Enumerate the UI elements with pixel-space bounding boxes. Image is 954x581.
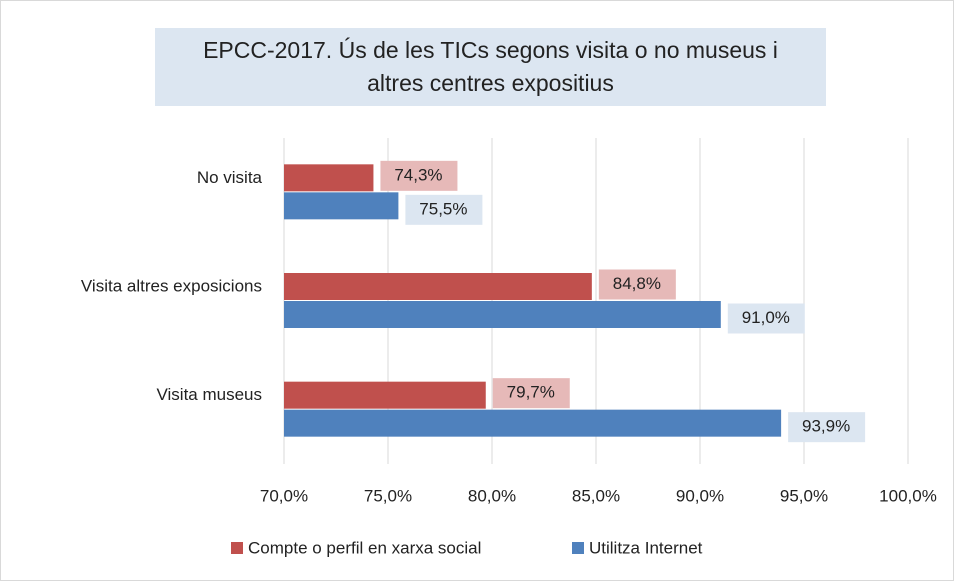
data-label: 93,9% [802,417,850,436]
bar [284,409,782,437]
legend-swatch [231,542,243,554]
data-label: 75,5% [419,199,467,218]
data-label-bg [788,412,866,443]
x-tick-label: 85,0% [572,486,620,505]
data-label: 79,7% [507,383,555,402]
legend-swatch [572,542,584,554]
x-tick-label: 80,0% [468,486,516,505]
x-tick-label: 95,0% [780,486,828,505]
legend-label: Compte o perfil en xarxa social [248,538,481,557]
data-label-bg [598,269,676,300]
bar [284,164,374,192]
x-tick-label: 100,0% [879,486,937,505]
bar [284,381,486,409]
bar [284,273,592,300]
bar [284,301,721,328]
data-label: 74,3% [394,165,442,184]
x-tick-label: 70,0% [260,486,308,505]
bar [284,192,399,220]
y-tick-label: Visita museus [156,385,262,404]
y-tick-label: No visita [197,168,263,187]
data-label: 84,8% [613,274,661,293]
legend-label: Utilitza Internet [589,538,703,557]
data-label-bg [727,303,805,334]
data-label-bg [380,160,458,191]
data-label-bg [492,378,570,409]
data-label-bg [405,194,483,225]
chart-title: EPCC-2017. Ús de les TICs segons visita … [155,28,826,106]
data-label: 91,0% [742,308,790,327]
y-tick-label: Visita altres exposicions [81,276,262,295]
x-tick-label: 75,0% [364,486,412,505]
x-tick-label: 90,0% [676,486,724,505]
